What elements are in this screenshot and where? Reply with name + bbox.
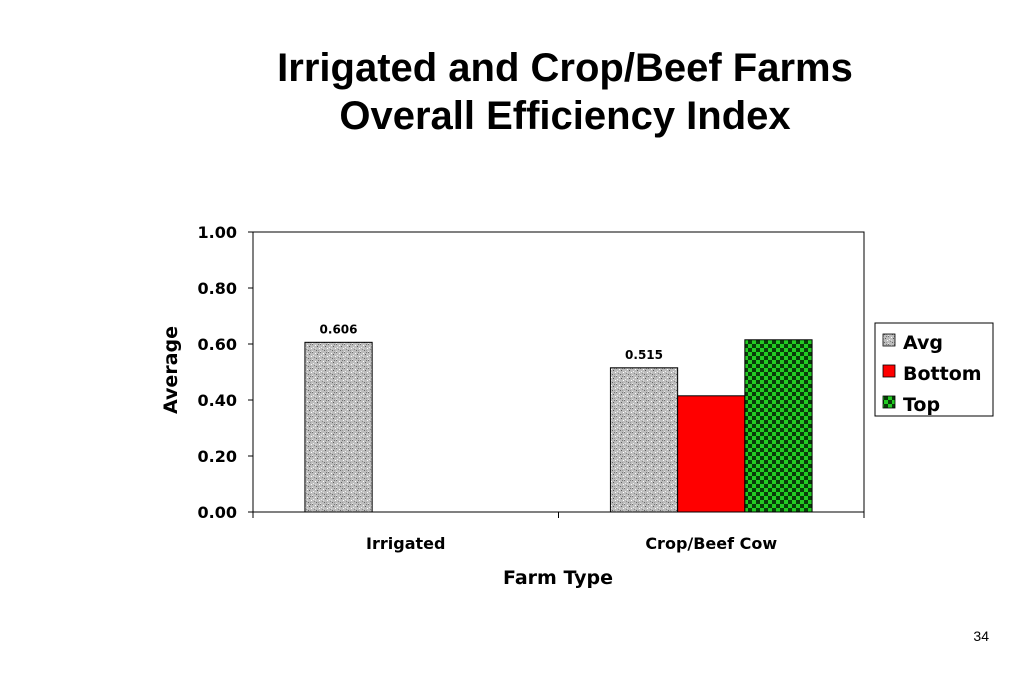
legend: Avg Bottom Top: [874, 322, 994, 417]
y-tick-label: 1.00: [198, 223, 237, 242]
y-axis: 0.00 0.20 0.40 0.60 0.80 1.00: [198, 223, 253, 522]
legend-swatch-top: [882, 395, 896, 409]
slide-title-line-1: Irrigated and Crop/Beef Farms: [277, 46, 853, 90]
bar-data-label: 0.606: [320, 322, 358, 336]
x-axis-title: Farm Type: [503, 567, 613, 589]
y-tick-label: 0.20: [198, 447, 237, 466]
page-number: 34: [973, 628, 989, 644]
data-labels: 0.606 0.515: [320, 322, 663, 361]
bar-top-1: [744, 339, 813, 513]
legend-label-bottom: Bottom: [903, 363, 982, 385]
x-category-label: Irrigated: [366, 534, 445, 553]
y-tick-label: 0.40: [198, 391, 237, 410]
bar-bottom-1: [677, 395, 746, 513]
x-category-label: Crop/Beef Cow: [645, 534, 777, 553]
bar-avg-0: [304, 341, 373, 513]
bar-data-label: 0.515: [625, 348, 663, 362]
bars: [304, 339, 813, 513]
legend-label-avg: Avg: [903, 332, 943, 354]
bar-avg-1: [609, 367, 679, 513]
slide-title: Irrigated and Crop/Beef Farms Overall Ef…: [200, 44, 930, 140]
legend-swatch-avg: [882, 333, 896, 347]
x-axis: Irrigated Crop/Beef Cow: [252, 512, 865, 553]
legend-swatch-bottom: [882, 364, 896, 378]
slide-title-line-2: Overall Efficiency Index: [339, 94, 791, 138]
y-axis-title: Average: [160, 326, 182, 414]
legend-label-top: Top: [903, 394, 940, 416]
y-tick-label: 0.80: [198, 279, 237, 298]
y-tick-label: 0.00: [198, 503, 237, 522]
y-tick-label: 0.60: [198, 335, 237, 354]
